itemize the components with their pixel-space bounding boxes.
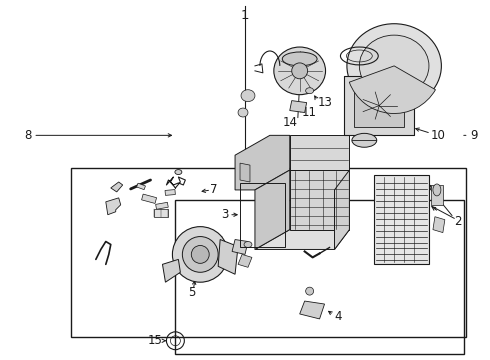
Ellipse shape (244, 242, 252, 247)
Ellipse shape (241, 90, 255, 102)
Ellipse shape (238, 108, 248, 117)
Text: 3: 3 (220, 208, 228, 221)
Ellipse shape (352, 133, 377, 147)
Polygon shape (235, 135, 290, 190)
Text: 10: 10 (431, 129, 446, 142)
Polygon shape (335, 170, 349, 249)
Ellipse shape (175, 170, 182, 175)
Text: 2: 2 (454, 215, 461, 228)
Polygon shape (255, 170, 290, 249)
Polygon shape (290, 170, 349, 230)
Polygon shape (290, 100, 307, 113)
Ellipse shape (370, 79, 408, 96)
Bar (354, 84, 404, 127)
Bar (175, 200, 464, 354)
Polygon shape (255, 230, 349, 249)
Polygon shape (111, 182, 122, 192)
Ellipse shape (306, 88, 314, 94)
Bar (137, 183, 146, 190)
Bar (142, 194, 157, 203)
Polygon shape (240, 163, 250, 182)
Text: 5: 5 (189, 285, 196, 299)
Text: 8: 8 (24, 129, 31, 142)
Ellipse shape (282, 52, 317, 66)
Polygon shape (238, 255, 252, 267)
Polygon shape (163, 260, 180, 282)
Bar (71, 168, 466, 337)
Circle shape (182, 237, 218, 272)
Text: 1: 1 (241, 9, 249, 22)
Text: 7: 7 (210, 184, 218, 197)
Wedge shape (349, 66, 436, 113)
Bar (153, 209, 169, 217)
Bar (240, 183, 285, 247)
Polygon shape (106, 198, 121, 215)
Text: 6: 6 (215, 235, 222, 248)
Ellipse shape (433, 184, 441, 196)
Text: 4: 4 (335, 310, 342, 323)
Circle shape (172, 227, 228, 282)
Bar (165, 190, 175, 195)
Polygon shape (433, 217, 445, 233)
Text: 9: 9 (471, 129, 478, 142)
Bar (156, 202, 168, 209)
Ellipse shape (362, 75, 416, 100)
Ellipse shape (274, 47, 325, 95)
Ellipse shape (347, 24, 441, 108)
Polygon shape (300, 301, 324, 319)
Circle shape (306, 287, 314, 295)
Polygon shape (218, 239, 238, 274)
Text: 11: 11 (302, 106, 317, 119)
Bar (374, 175, 429, 264)
Ellipse shape (359, 35, 429, 96)
Text: 12: 12 (394, 215, 409, 228)
Text: 14: 14 (283, 116, 298, 129)
Text: 15: 15 (147, 334, 163, 347)
Bar (344, 76, 414, 135)
Circle shape (292, 63, 308, 79)
Polygon shape (232, 239, 248, 255)
Text: 13: 13 (318, 96, 332, 109)
Bar (431, 185, 443, 205)
Circle shape (191, 246, 209, 264)
Polygon shape (290, 135, 349, 170)
